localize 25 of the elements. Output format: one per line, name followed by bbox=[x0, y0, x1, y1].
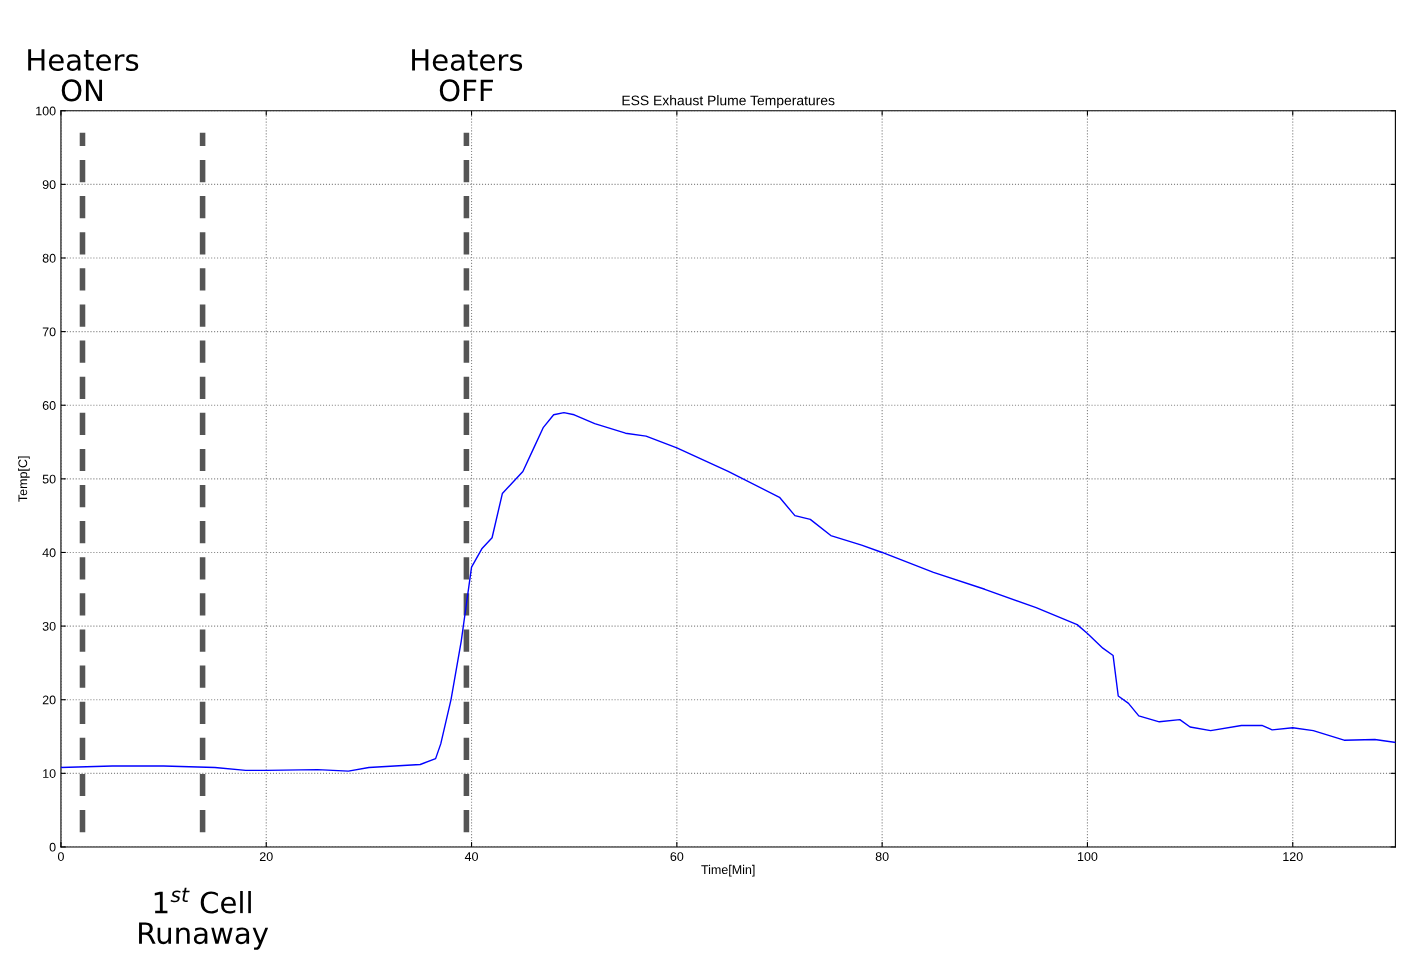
y-tick-label: 70 bbox=[42, 327, 56, 337]
y-tick-label: 50 bbox=[42, 474, 56, 484]
y-tick-label: 90 bbox=[42, 180, 56, 190]
y-tick-label: 80 bbox=[42, 253, 56, 263]
y-tick-label: 20 bbox=[42, 695, 56, 705]
x-tick-label: 80 bbox=[875, 852, 889, 861]
ref-line-label: Heaters ON bbox=[28, 49, 139, 102]
y-tick-label: 40 bbox=[42, 548, 56, 558]
x-tick-label: 0 bbox=[57, 852, 64, 861]
ref-line-label: Heaters OFF bbox=[412, 49, 523, 102]
x-tick-label: 100 bbox=[1077, 852, 1098, 861]
y-tick-label: 100 bbox=[36, 106, 56, 116]
line-series bbox=[60, 411, 1396, 772]
x-tick-label: 20 bbox=[259, 852, 273, 861]
y-tick-label: 10 bbox=[43, 769, 56, 778]
x-axis-title: Time[Min] bbox=[701, 864, 755, 877]
y-tick-label: 30 bbox=[42, 621, 56, 631]
x-tick-label: 60 bbox=[670, 852, 684, 861]
y-axis-title: Temp[C] bbox=[18, 456, 30, 502]
x-tick-label: 40 bbox=[464, 852, 479, 861]
x-tick-label: 120 bbox=[1283, 852, 1303, 861]
y-tick-label: 60 bbox=[42, 401, 56, 410]
ref-line-label: 1$^{st}$ Cell Runaway bbox=[139, 887, 269, 950]
y-tick-label: 0 bbox=[49, 842, 56, 852]
chart-title: ESS Exhaust Plume Temperatures bbox=[622, 95, 835, 109]
